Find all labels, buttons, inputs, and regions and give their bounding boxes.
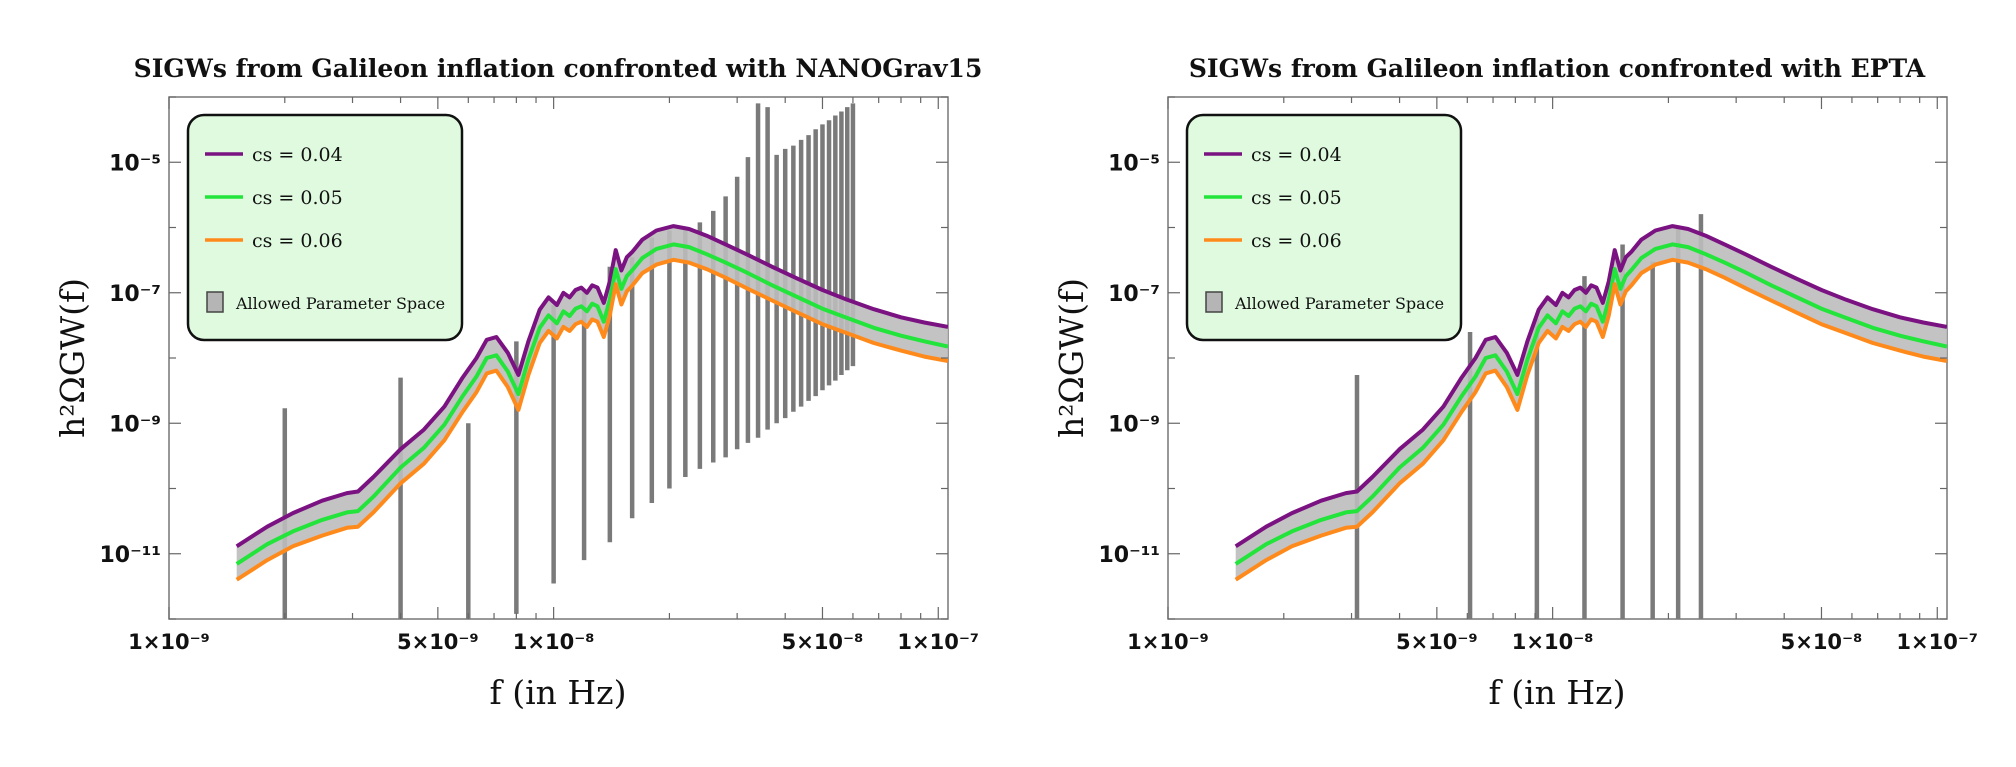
series-line-004 [1234, 224, 1947, 548]
x-axis-label: f (in Hz) [490, 673, 627, 712]
x-axis-label: f (in Hz) [1489, 673, 1626, 712]
series-lines [235, 224, 948, 582]
x-tick-label: 5×10⁻⁸ [782, 630, 864, 654]
x-tick-label: 5×10⁻⁸ [1781, 630, 1863, 654]
legend-label: cs = 0.04 [1251, 144, 1342, 166]
y-tick-labels: 10⁻¹¹ 10⁻⁹ 10⁻⁷ 10⁻⁵ [1099, 151, 1161, 568]
x-tick-labels: 1×10⁻⁹ 5×10⁻⁹ 1×10⁻⁸ 5×10⁻⁸ 1×10⁻⁷ [128, 630, 979, 654]
x-tick-label: 1×10⁻⁹ [1127, 630, 1209, 654]
legend-label: cs = 0.05 [252, 187, 343, 209]
allowed-band-area [236, 226, 948, 580]
axis-ticks [168, 96, 948, 620]
legend-box [186, 113, 464, 342]
chart-title: SIGWs from Galileon inflation confronted… [1189, 54, 1926, 83]
legend-swatch-band [206, 291, 224, 313]
x-tick-label: 5×10⁻⁹ [397, 630, 479, 654]
legend: cs = 0.04 cs = 0.05 cs = 0.06 Allowed Pa… [1185, 113, 1463, 342]
chart-panel-epta: SIGWs from Galileon inflation confronted… [1052, 54, 1978, 712]
x-tick-labels: 1×10⁻⁹ 5×10⁻⁹ 1×10⁻⁸ 5×10⁻⁸ 1×10⁻⁷ [1127, 630, 1978, 654]
y-tick-label: 10⁻⁵ [109, 151, 161, 176]
y-tick-label: 10⁻¹¹ [100, 543, 162, 568]
x-tick-label: 1×10⁻⁷ [1896, 630, 1978, 654]
y-tick-label: 10⁻⁷ [1108, 282, 1160, 307]
y-tick-label: 10⁻⁹ [1108, 412, 1160, 437]
legend-label: cs = 0.06 [252, 230, 343, 252]
allowed-band [1235, 226, 1947, 580]
x-tick-label: 1×10⁻⁸ [1512, 630, 1594, 654]
x-tick-label: 1×10⁻⁷ [897, 630, 979, 654]
y-axis-label: h²ΩGW(f) [53, 278, 92, 438]
chart-panel-nanograv: SIGWs from Galileon inflation confronted… [53, 54, 982, 712]
y-tick-label: 10⁻¹¹ [1099, 543, 1161, 568]
axis-ticks [1167, 96, 1947, 620]
y-tick-label: 10⁻⁷ [109, 282, 161, 307]
series-line-006 [235, 257, 948, 582]
legend-label: cs = 0.05 [1251, 187, 1342, 209]
legend-swatch-band [1205, 291, 1223, 313]
y-tick-label: 10⁻⁹ [109, 412, 161, 437]
x-tick-label: 1×10⁻⁹ [128, 630, 210, 654]
x-tick-label: 1×10⁻⁸ [513, 630, 595, 654]
series-line-004 [235, 224, 948, 548]
legend-band-label: Allowed Parameter Space [1234, 294, 1444, 313]
legend: cs = 0.04 cs = 0.05 cs = 0.06 Allowed Pa… [186, 113, 464, 342]
legend-band-label: Allowed Parameter Space [235, 294, 445, 313]
chart-title: SIGWs from Galileon inflation confronted… [134, 54, 983, 83]
y-axis-label: h²ΩGW(f) [1052, 278, 1091, 438]
series-lines [1234, 224, 1947, 582]
allowed-band [236, 226, 948, 580]
x-tick-label: 5×10⁻⁹ [1396, 630, 1478, 654]
y-tick-label: 10⁻⁵ [1108, 151, 1160, 176]
series-line-006 [1234, 257, 1947, 582]
series-line-005 [235, 242, 948, 566]
series-line-005 [1234, 242, 1947, 566]
allowed-band-area [1235, 226, 1947, 580]
legend-label: cs = 0.06 [1251, 230, 1342, 252]
legend-label: cs = 0.04 [252, 144, 343, 166]
y-tick-labels: 10⁻¹¹ 10⁻⁹ 10⁻⁷ 10⁻⁵ [100, 151, 162, 568]
legend-box [1185, 113, 1463, 342]
